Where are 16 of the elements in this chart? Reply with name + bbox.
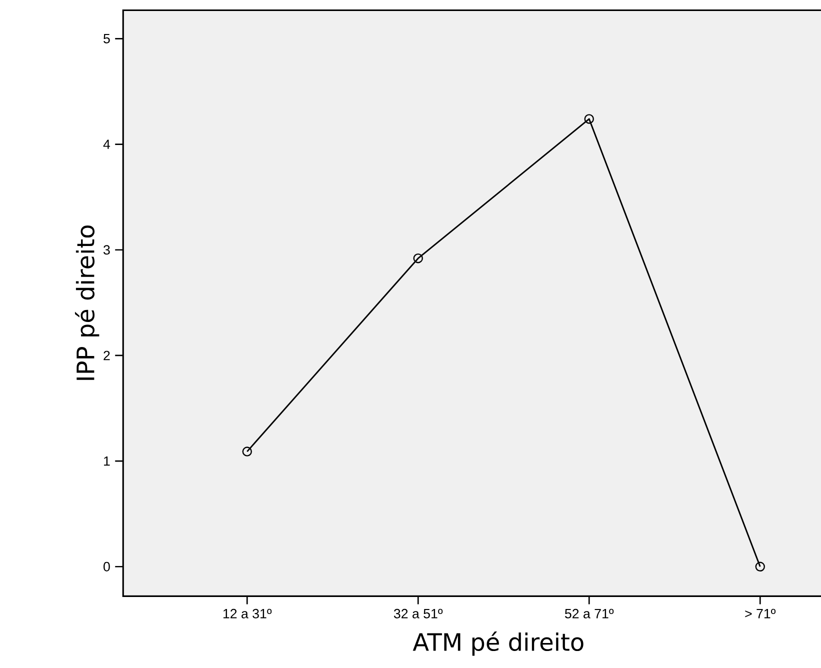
y-tick-label: 2 [104, 350, 110, 360]
x-axis-title: ATM pé direito [412, 632, 584, 656]
y-tick-label: 0 [104, 562, 110, 572]
x-tick-label: 12 a 31º [223, 608, 272, 618]
x-tick-label: 32 a 51º [394, 608, 443, 618]
y-tick-label: 5 [104, 34, 110, 44]
y-tick-label: 4 [103, 140, 110, 149]
y-axis-title: IPP pé direito [74, 225, 100, 380]
y-tick-label: 3 [103, 245, 110, 255]
x-tick-label: > 71º [745, 608, 776, 618]
y-tick-label: 1 [104, 456, 110, 466]
point [413, 253, 423, 264]
point [584, 114, 594, 124]
point [755, 562, 765, 572]
x-tick-label: 52 a 71º [564, 608, 614, 618]
point [242, 446, 252, 456]
